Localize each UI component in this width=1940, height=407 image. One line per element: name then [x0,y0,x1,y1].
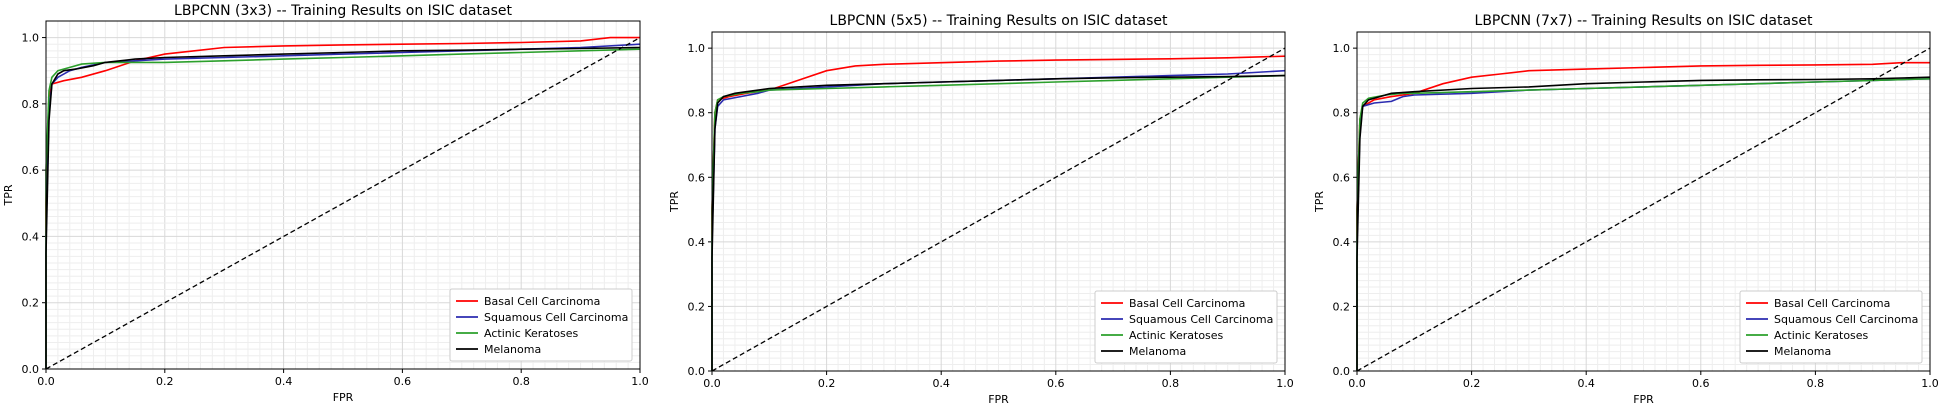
y-tick-label: 1.0 [688,42,706,55]
legend-box [1094,290,1278,364]
y-tick-label: 0.0 [688,365,706,378]
legend-entry: Actinic Keratoses [1129,329,1224,342]
series-line-actinic-keratoses [45,48,641,369]
x-tick-label: 0.8 [1807,377,1825,390]
y-tick-label: 0.8 [22,98,40,111]
roc-chart-3: 0.0 0.2 0.4 0.6 0.8 1.0 0.0 0.2 0.4 0.6 0.8 1.0 LBPC… [1313,13,1939,406]
series-line-actinic-keratoses [711,74,1286,371]
y-tick-label: 0.0 [1333,365,1351,378]
y-tick-label: 0.4 [1333,236,1351,249]
series-line-melanoma [1356,76,1931,371]
x-tick-label: 0.4 [275,375,293,388]
roc-chart-1: 0.0 0.2 0.4 0.6 0.8 1.0 0.0 0.2 0.4 0.6 0.8 1.0 LBPC… [2,3,649,404]
x-tick-label: 0.0 [37,375,55,388]
x-tick-label: 0.0 [1348,377,1366,390]
y-tick-label: 1.0 [22,32,40,45]
legend-entry: Melanoma [484,343,541,356]
chart-title: LBPCNN (7x7) -- Training Results on ISIC… [1475,13,1813,29]
x-tick-label: 0.0 [703,377,721,390]
series-line-melanoma [711,74,1286,371]
y-axis-label: TPR [1313,191,1326,213]
y-tick-label: 0.2 [688,300,706,313]
y-tick-label: 0.4 [22,230,40,243]
legend-entry: Melanoma [1774,345,1831,358]
y-tick-label: 0.8 [688,107,706,120]
plot-frame [711,31,1286,372]
y-tick-label: 0.2 [1333,300,1351,313]
y-tick-label: 0.2 [22,297,40,310]
chance-diagonal-line [45,37,641,370]
x-tick-label: 0.6 [1692,377,1710,390]
x-tick-label: 1.0 [1921,377,1939,390]
y-tick-label: 0.4 [688,236,706,249]
x-tick-label: 0.8 [1162,377,1180,390]
y-tick-label: 0.6 [688,171,706,184]
x-tick-label: 0.2 [1463,377,1481,390]
legend-box [1739,290,1923,364]
x-tick-label: 0.8 [512,375,530,388]
y-axis-label: TPR [2,184,15,206]
legend-entry: Actinic Keratoses [484,327,579,340]
x-axis-label: FPR [988,393,1009,406]
y-tick-label: 1.0 [1333,42,1351,55]
x-axis-label: FPR [333,391,354,404]
legend-entry: Basal Cell Carcinoma [484,295,600,308]
legend-entry: Squamous Cell Carcinoma [1129,313,1273,326]
roc-chart-2: 0.0 0.2 0.4 0.6 0.8 1.0 0.0 0.2 0.4 0.6 0.8 1.0 LBPC… [668,13,1294,406]
legend-entry: Actinic Keratoses [1774,329,1869,342]
y-tick-label: 0.6 [22,164,40,177]
x-tick-label: 0.2 [156,375,174,388]
legend-entry: Basal Cell Carcinoma [1129,297,1245,310]
x-tick-label: 0.6 [1047,377,1065,390]
chance-diagonal-line [1356,47,1931,372]
chance-diagonal-line [711,47,1286,372]
y-tick-label: 0.6 [1333,171,1351,184]
plot-frame [1356,31,1931,372]
y-tick-label: 0.8 [1333,107,1351,120]
legend-entry: Melanoma [1129,345,1186,358]
x-tick-label: 0.6 [394,375,412,388]
legend-entry: Squamous Cell Carcinoma [484,311,628,324]
chart-title: LBPCNN (3x3) -- Training Results on ISIC… [174,3,512,19]
chart-title: LBPCNN (5x5) -- Training Results on ISIC… [830,13,1168,29]
series-line-melanoma [45,46,641,369]
x-tick-label: 0.4 [1577,377,1595,390]
legend-entry: Squamous Cell Carcinoma [1774,313,1918,326]
plot-frame [45,20,641,370]
x-tick-label: 1.0 [1276,377,1294,390]
legend-box [449,288,633,362]
x-axis-label: FPR [1633,393,1654,406]
legend-entry: Basal Cell Carcinoma [1774,297,1890,310]
x-tick-label: 0.2 [818,377,836,390]
x-tick-label: 1.0 [631,375,649,388]
y-tick-label: 0.0 [22,363,40,376]
y-axis-label: TPR [668,191,681,213]
x-tick-label: 0.4 [932,377,950,390]
